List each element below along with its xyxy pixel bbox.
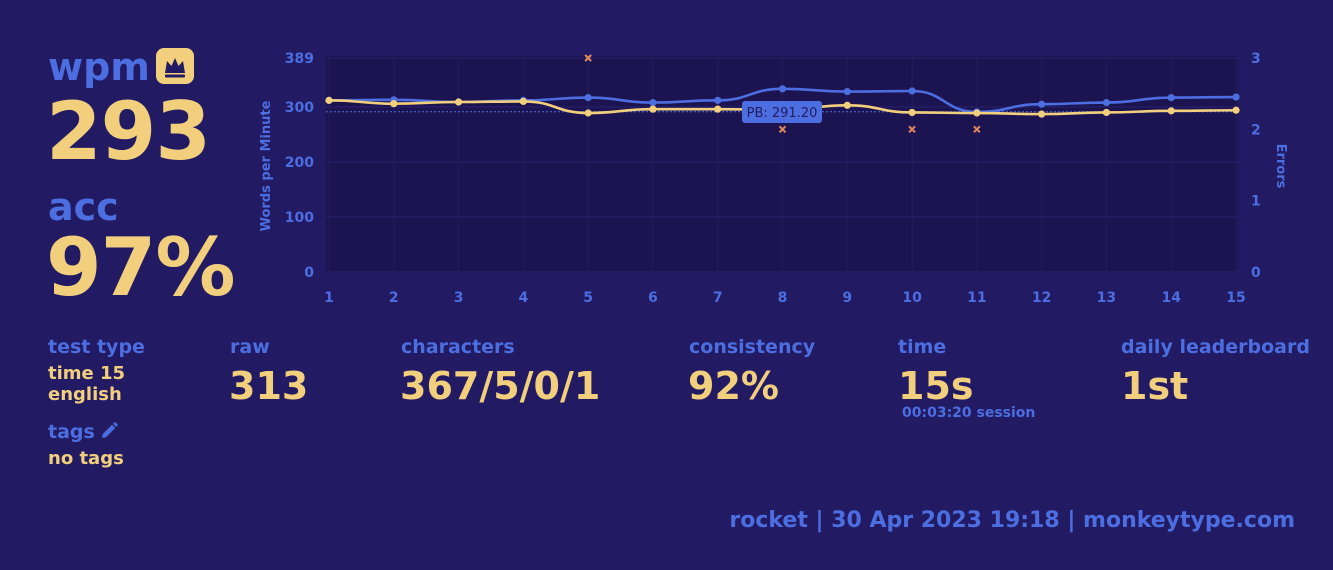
raw-wpm-point xyxy=(1038,100,1046,108)
wpm-point xyxy=(519,97,527,106)
raw-wpm-point xyxy=(1232,93,1240,101)
x-tick-label: 12 xyxy=(1032,290,1051,306)
raw-wpm-point xyxy=(778,85,787,93)
x-tick-label: 7 xyxy=(713,290,723,306)
y-tick-label: 200 xyxy=(285,155,314,171)
error-marker xyxy=(973,125,981,134)
wpm-point xyxy=(584,109,592,117)
wpm-point xyxy=(649,105,657,113)
y-tick-label: 100 xyxy=(285,210,314,226)
y-axis-label: Words per Minute xyxy=(259,100,274,231)
x-tick-label: 6 xyxy=(648,290,658,306)
raw-wpm-point xyxy=(584,94,592,102)
wpm-point xyxy=(325,96,333,104)
y-tick-label: 0 xyxy=(304,265,314,281)
error-marker xyxy=(584,54,592,62)
raw-wpm-point xyxy=(843,87,851,96)
raw-wpm-point xyxy=(714,96,722,104)
tags-label: tags xyxy=(48,421,95,443)
pb-label: PB: 291.20 xyxy=(747,106,818,121)
pb-label-box xyxy=(742,101,822,123)
acc-label: acc xyxy=(48,185,119,229)
error-marker xyxy=(908,125,916,134)
y2-tick-label: 3 xyxy=(1251,51,1261,67)
characters-value: 367/5/0/1 xyxy=(400,364,601,408)
wpm-point xyxy=(390,100,398,108)
wpm-label: wpm xyxy=(48,45,150,89)
y2-tick-label: 1 xyxy=(1251,194,1261,210)
tags-value: no tags xyxy=(48,448,124,469)
wpm-point xyxy=(908,108,916,117)
error-marker xyxy=(778,125,787,134)
consistency-label: consistency xyxy=(689,336,816,358)
x-tick-label: 1 xyxy=(324,290,334,306)
raw-label: raw xyxy=(230,336,270,358)
x-tick-label: 11 xyxy=(967,290,986,306)
characters-label: characters xyxy=(401,336,515,358)
raw-wpm-point xyxy=(1102,98,1111,107)
wpm-value: 293 xyxy=(46,85,211,178)
x-tick-label: 2 xyxy=(389,290,399,306)
y-tick-label: 300 xyxy=(285,100,314,116)
raw-value: 313 xyxy=(229,364,309,408)
x-tick-label: 4 xyxy=(518,290,528,306)
wpm-point xyxy=(714,105,722,113)
x-tick-label: 9 xyxy=(842,290,852,306)
time-value: 15s xyxy=(898,364,974,408)
test-type-mode: time 15 xyxy=(48,363,126,384)
pencil-icon[interactable] xyxy=(99,421,119,441)
raw-wpm-point xyxy=(649,98,657,107)
acc-value: 97% xyxy=(46,221,235,314)
y2-tick-label: 2 xyxy=(1251,122,1261,138)
leaderboard-label: daily leaderboard xyxy=(1121,336,1310,358)
wpm-point xyxy=(1232,106,1240,114)
x-tick-label: 5 xyxy=(583,290,593,306)
wpm-point xyxy=(973,109,981,117)
wpm-point xyxy=(1167,107,1175,115)
wpm-point xyxy=(454,98,463,106)
footer-info: rocket | 30 Apr 2023 19:18 | monkeytype.… xyxy=(729,508,1295,533)
leaderboard-value: 1st xyxy=(1121,364,1189,408)
time-label: time xyxy=(898,336,947,358)
session-time: 00:03:20 session xyxy=(902,405,1036,421)
x-tick-label: 13 xyxy=(1097,290,1116,306)
wpm-point xyxy=(843,101,851,109)
raw-wpm-point xyxy=(908,87,916,95)
test-type-label: test type xyxy=(48,336,145,358)
wpm-point xyxy=(1038,110,1046,118)
crown-icon xyxy=(156,48,194,84)
wpm-point xyxy=(1102,108,1111,117)
consistency-value: 92% xyxy=(688,364,779,408)
y2-tick-label: 0 xyxy=(1251,265,1261,281)
x-tick-label: 15 xyxy=(1226,290,1245,306)
x-tick-label: 8 xyxy=(778,290,788,306)
x-tick-label: 3 xyxy=(454,290,464,306)
raw-wpm-point xyxy=(1167,94,1175,102)
y-tick-label: 389 xyxy=(285,51,314,67)
test-type-language: english xyxy=(48,384,122,405)
y2-axis-label: Errors xyxy=(1273,144,1288,189)
x-tick-label: 14 xyxy=(1161,290,1181,306)
x-tick-label: 10 xyxy=(902,290,922,306)
